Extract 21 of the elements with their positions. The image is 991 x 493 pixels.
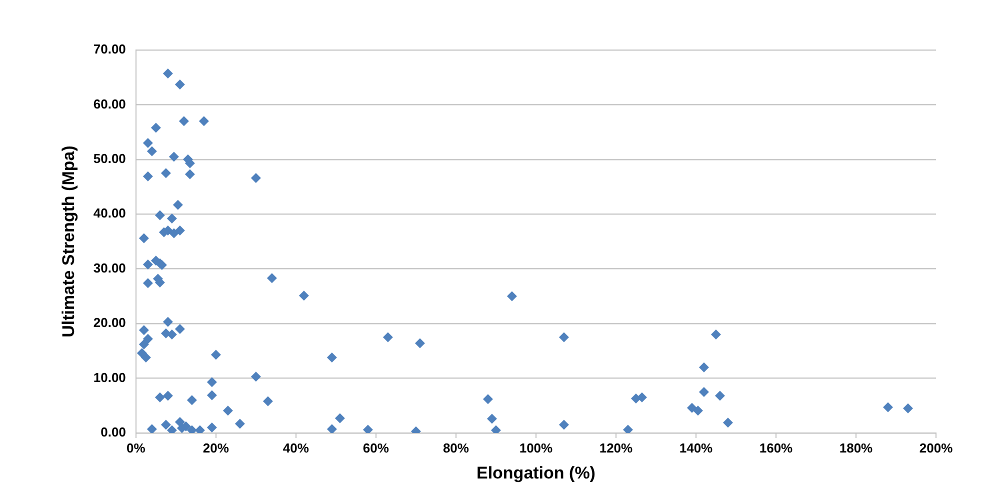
x-axis-title: Elongation (%): [476, 463, 596, 482]
y-tick-label: 20.00: [93, 315, 126, 330]
x-tick-label: 200%: [919, 440, 954, 456]
y-tick-label: 0.00: [100, 424, 126, 440]
y-tick-label: 50.00: [93, 151, 126, 166]
y-tick-label: 60.00: [93, 96, 126, 112]
y-tick-label: 10.00: [93, 370, 126, 385]
x-tick-label: 0%: [126, 440, 146, 456]
y-tick-label: 30.00: [93, 260, 126, 276]
x-tick-label: 140%: [679, 440, 714, 456]
x-tick-label: 160%: [759, 440, 794, 456]
x-tick-label: 80%: [442, 440, 470, 456]
x-tick-label: 40%: [282, 440, 310, 456]
y-tick-label: 40.00: [93, 206, 126, 221]
x-tick-label: 20%: [202, 440, 230, 456]
x-tick-label: 60%: [362, 440, 390, 456]
y-tick-label: 70.00: [93, 42, 126, 57]
y-axis-title: Ultimate Strength (Mpa): [58, 146, 78, 338]
x-tick-label: 120%: [599, 440, 634, 456]
x-tick-label: 100%: [519, 440, 554, 456]
x-tick-label: 180%: [839, 440, 874, 456]
